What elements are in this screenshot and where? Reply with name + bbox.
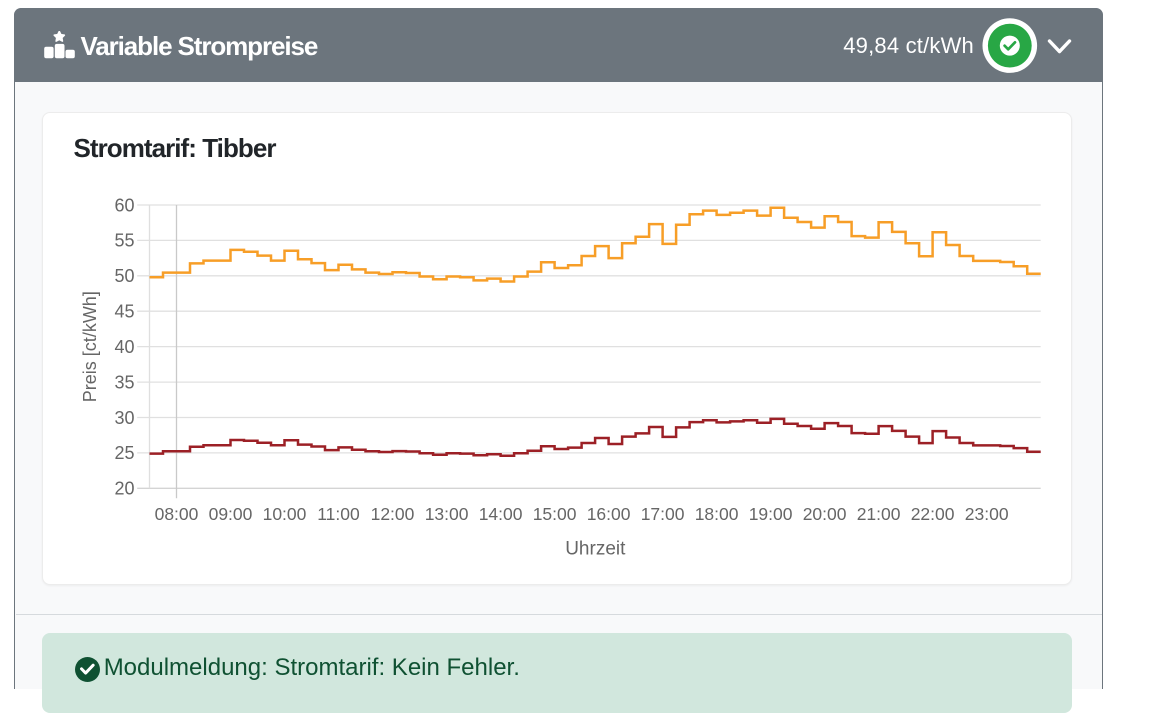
svg-text:19:00: 19:00 (749, 504, 793, 524)
svg-text:13:00: 13:00 (425, 504, 469, 524)
svg-text:60: 60 (114, 195, 134, 215)
svg-text:55: 55 (114, 231, 134, 251)
svg-text:09:00: 09:00 (209, 504, 253, 524)
svg-text:12:00: 12:00 (371, 504, 415, 524)
svg-text:Preis [ct/kWh]: Preis [ct/kWh] (80, 291, 100, 402)
svg-text:23:00: 23:00 (965, 504, 1009, 524)
svg-text:Uhrzeit: Uhrzeit (565, 539, 626, 560)
svg-text:16:00: 16:00 (587, 504, 631, 524)
svg-text:15:00: 15:00 (533, 504, 577, 524)
svg-text:10:00: 10:00 (263, 504, 307, 524)
svg-text:21:00: 21:00 (857, 504, 901, 524)
svg-text:20:00: 20:00 (803, 504, 847, 524)
svg-text:17:00: 17:00 (641, 504, 685, 524)
svg-text:50: 50 (114, 266, 134, 286)
svg-text:20: 20 (114, 479, 134, 499)
svg-text:25: 25 (114, 443, 134, 463)
svg-text:18:00: 18:00 (695, 504, 739, 524)
svg-text:14:00: 14:00 (479, 504, 523, 524)
svg-text:45: 45 (114, 302, 134, 322)
svg-text:40: 40 (114, 337, 134, 357)
svg-text:22:00: 22:00 (911, 504, 955, 524)
svg-text:11:00: 11:00 (317, 504, 360, 524)
svg-text:08:00: 08:00 (155, 504, 199, 524)
svg-text:35: 35 (114, 372, 134, 392)
svg-text:30: 30 (114, 408, 134, 428)
